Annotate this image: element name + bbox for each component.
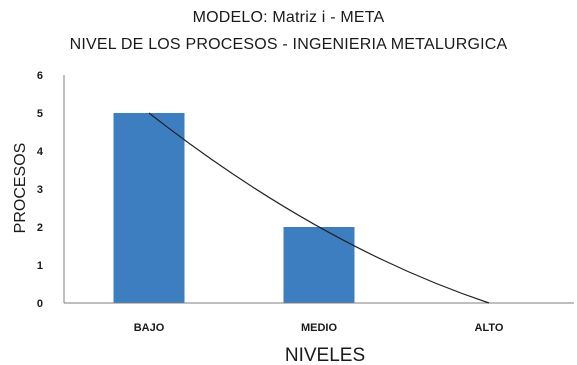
y-tick-label: 6 [37, 70, 43, 82]
y-axis-title: PROCESOS [12, 143, 29, 234]
trendline [148, 112, 490, 304]
y-tick-label: 2 [37, 222, 43, 234]
chart-subtitle: NIVEL DE LOS PROCESOS - INGENIERIA METAL… [69, 36, 508, 53]
y-tick-label: 0 [37, 298, 43, 310]
y-tick-label: 4 [37, 146, 44, 158]
x-tick-label: ALTO [475, 322, 504, 334]
y-tick-label: 1 [37, 260, 43, 272]
bar-bajo [113, 113, 185, 303]
y-tick-label: 5 [37, 108, 43, 120]
y-tick-label: 3 [37, 184, 43, 196]
x-tick-label: BAJO [134, 322, 165, 334]
bar-medio [283, 227, 355, 303]
chart-title: MODELO: Matriz i - META [192, 9, 385, 26]
x-axis-title: NIVELES [285, 345, 365, 365]
x-tick-label: MEDIO [301, 322, 338, 334]
